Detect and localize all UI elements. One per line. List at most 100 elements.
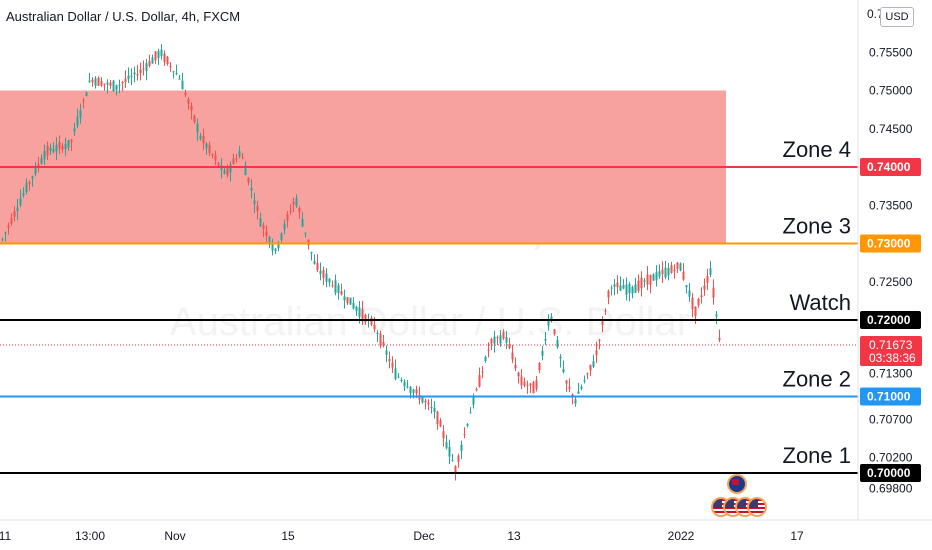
candle-body (184, 92, 187, 95)
candle-body (136, 73, 139, 76)
zone-price-tag-text: 0.71000 (867, 390, 911, 404)
candle-body (640, 277, 643, 289)
candle-body (313, 261, 316, 264)
us-flag-icon[interactable] (747, 497, 767, 517)
candle-body (463, 434, 466, 436)
candle-body (556, 339, 559, 348)
candle-body (409, 386, 412, 394)
candle-body (145, 63, 148, 72)
x-tick-label: 13 (507, 529, 521, 543)
candle-body (283, 223, 286, 230)
candle-body (373, 324, 376, 330)
candle-body (433, 407, 436, 413)
price-tags: 0.74000 0.73000 0.72000 0.71000 0.70000 (860, 158, 921, 482)
candle-body (295, 198, 298, 206)
candle-body (688, 290, 691, 297)
currency-button[interactable]: USD (880, 7, 914, 27)
candle-body (589, 364, 592, 371)
price-scale[interactable]: 0.75500 0.75000 0.74500 0.73500 0.72500 0.713… (867, 7, 913, 495)
candle-body (22, 193, 25, 196)
candle-body (40, 158, 43, 164)
current-price-countdown: 03:38:36 (869, 351, 916, 365)
time-scale[interactable]: 11 13:00 Nov 15 Dec 13 2022 17 (0, 529, 804, 543)
candle-body (649, 274, 652, 285)
candle-body (115, 84, 118, 90)
y-tick-label: 0.74500 (869, 122, 913, 136)
candle-body (43, 150, 46, 160)
candle-body (604, 310, 607, 312)
candle-body (487, 349, 490, 351)
candle-body (718, 337, 721, 340)
candle-body (475, 389, 478, 391)
candle-body (493, 336, 496, 344)
candle-body (301, 219, 304, 227)
candle-body (667, 267, 670, 276)
candle-body (34, 166, 37, 175)
candle-body (694, 306, 697, 317)
candle-body (223, 170, 226, 174)
candle-body (658, 271, 661, 277)
candle-body (571, 394, 574, 397)
candle-body (451, 460, 454, 462)
y-tick-label: 0.75500 (869, 45, 913, 59)
candle-body (496, 337, 499, 339)
candle-body (577, 391, 580, 394)
candle-body (490, 338, 493, 344)
australia-flag-icon[interactable] (727, 474, 747, 494)
candle-body (673, 269, 676, 272)
candle-body (67, 140, 70, 148)
zone-price-tag (860, 464, 921, 482)
price-scale-bg[interactable] (858, 0, 932, 520)
candle-body (529, 383, 532, 386)
candle-body (328, 278, 331, 283)
zone-label: Zone 3 (783, 214, 852, 239)
candle-body (436, 411, 439, 425)
candle-body (25, 182, 28, 193)
candle-body (682, 271, 685, 280)
candle-body (172, 71, 175, 73)
candle-body (646, 274, 649, 285)
candle-body (517, 372, 520, 377)
candle-body (382, 341, 385, 346)
candle-body (637, 280, 640, 291)
candle-body (499, 335, 502, 344)
candle-body (385, 350, 388, 355)
candle-body (190, 105, 193, 111)
candle-body (127, 75, 130, 80)
candle-body (703, 285, 706, 290)
zone-label: Zone 4 (783, 137, 852, 162)
candle-body (133, 72, 136, 75)
time-scale-bg[interactable] (0, 520, 932, 550)
candle-body (118, 84, 121, 86)
candle-body (523, 381, 526, 386)
candle-body (259, 218, 262, 227)
candle-body (472, 396, 475, 405)
candle-body (343, 296, 346, 301)
candle-body (655, 272, 658, 281)
watermark-name: Australian Dollar / U.S. Dollar (170, 300, 690, 344)
candle-body (109, 82, 112, 86)
symbol-title[interactable]: Australian Dollar / U.S. Dollar, 4h, FXC… (6, 9, 241, 24)
candle-body (538, 362, 541, 371)
candle-body (187, 99, 190, 104)
candle-body (559, 356, 562, 359)
candle-body (169, 65, 172, 68)
candle-body (448, 447, 451, 457)
candle-body (388, 359, 391, 362)
candle-body (163, 53, 166, 62)
candle-body (16, 207, 19, 212)
x-tick-label: 2022 (668, 529, 695, 543)
candle-body (622, 285, 625, 289)
candle-body (286, 214, 289, 221)
candle-body (715, 314, 718, 317)
zone-price-tag-text: 0.72000 (867, 313, 911, 327)
candle-body (13, 211, 16, 217)
candle-body (478, 375, 481, 387)
candle-body (304, 232, 307, 234)
zone-lines[interactable]: Zone 4 Zone 3 Watch Zone 2 Zone 1 (0, 137, 858, 474)
candle-body (547, 320, 550, 326)
candle-body (61, 145, 64, 150)
candle-body (289, 211, 292, 213)
